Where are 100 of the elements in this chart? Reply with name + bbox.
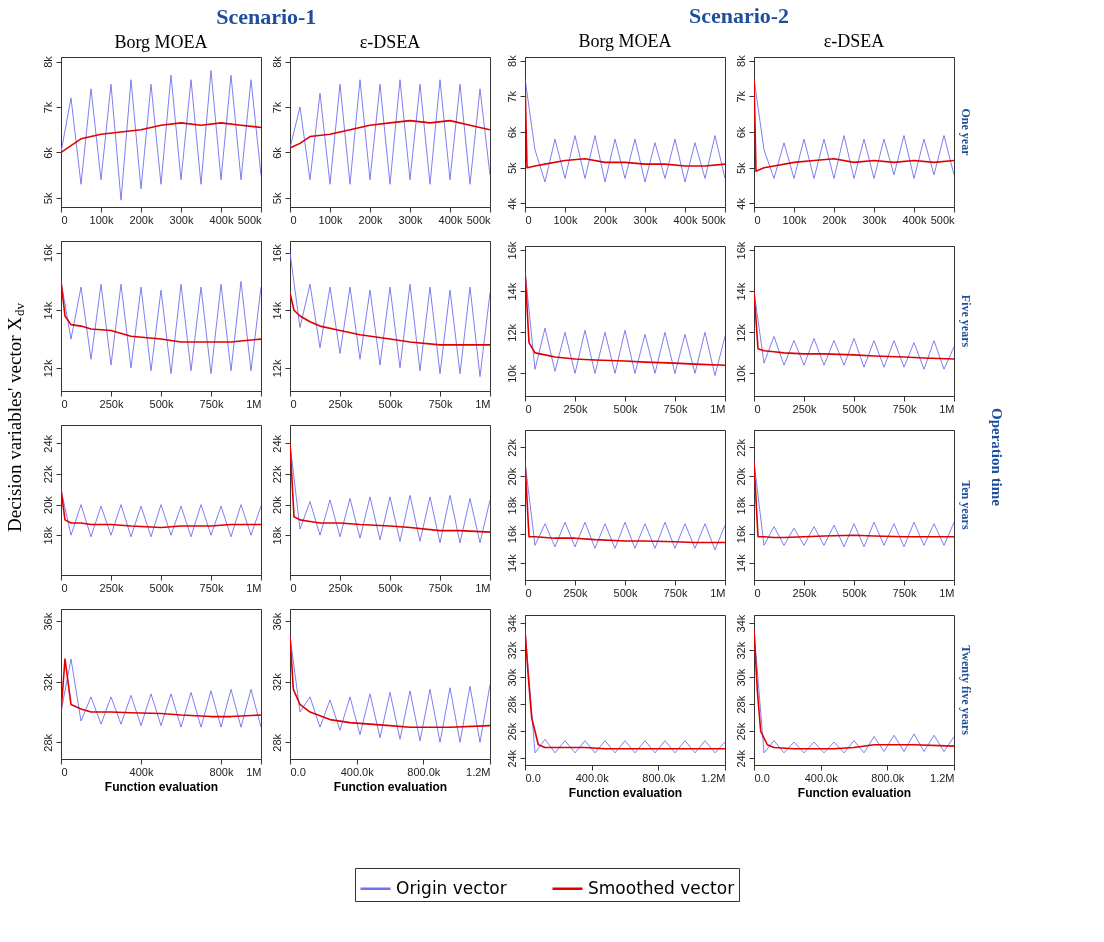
y-tick-label: 28k [41,733,54,752]
line-series [290,79,490,185]
line-series [290,252,490,378]
x-tick-label: 1.2M [466,765,491,778]
x-tick-label: 200k [129,213,154,226]
x-tick-label: 0 [290,213,297,226]
y-tick-label: 12k [505,323,518,342]
line-series [61,122,261,154]
y-tick-label: 14k [505,282,518,301]
y-tick-label: 32k [505,641,518,660]
x-tick-label: 750k [663,586,688,599]
y-tick-label: 32k [41,672,54,692]
x-tick-label: 200k [822,213,847,226]
x-tick-label: 800k [209,765,234,778]
y-tick-label: 20k [734,467,747,486]
x-tick-label: 750k [428,581,453,594]
x-tick-label: 400.0k [575,771,610,784]
y-axis-title: Decision variables' vector Xdv [4,302,27,532]
y-tick-label: 26k [734,722,747,741]
y-tick-label: 7k [505,90,518,103]
y-tick-label: 22k [270,465,283,484]
x-tick-label: 0 [290,397,297,410]
x-tick-label: 0 [754,402,761,415]
y-tick-label: 6k [270,146,283,159]
x-tick-label: 1.2M [930,771,955,784]
y-tick-label: 16k [270,243,283,262]
y-tick-label: 20k [505,467,518,486]
line-series [290,292,490,346]
y-tick-label: 36k [41,612,54,631]
x-tick-label: 100k [553,213,578,226]
x-tick-label: 500k [149,397,174,410]
x-tick-label: 100k [89,213,114,226]
x-tick-label: 0 [61,581,68,594]
y-tick-label: 30k [505,668,518,687]
x-tick-label: 0 [525,402,532,415]
x-tick-label: 500k [237,213,262,226]
text: Scenario-2 [688,3,790,29]
x-tick-label: 500k [930,213,955,226]
x-tick-label: 1M [710,586,726,599]
y-tick-label: 18k [734,496,747,515]
x-tick-label: 300k [633,213,658,226]
y-tick-label: 34k [734,614,747,633]
y-tick-label: 16k [734,524,747,544]
text: Scenario-1 [216,4,317,30]
y-tick-label: 28k [505,695,518,714]
y-tick-label: 18k [41,526,54,545]
y-tick-label: 14k [734,282,747,301]
x-tick-label: 250k [99,581,124,594]
y-tick-label: 5k [505,161,518,175]
y-tick-label: 6k [505,126,518,139]
x-tick-label: 750k [892,586,917,599]
x-tick-label: 500k [613,586,638,599]
y-tick-label: 14k [41,301,54,320]
x-tick-label: 400k [673,213,698,226]
y-tick-label: 22k [505,438,518,457]
y-tick-label: 28k [734,695,747,714]
line-series [61,70,261,201]
line-series [61,280,261,343]
line-series [61,280,261,375]
x-tick-label: 400k [209,213,234,226]
y-tick-label: 10k [734,364,747,383]
x-tick-label: 750k [199,397,224,410]
y-tick-label: 6k [41,146,54,159]
x-tick-label: 250k [99,397,124,410]
y-tick-label: 24k [734,749,747,768]
x-tick-label: 250k [792,586,817,599]
text: One year [959,108,973,157]
x-axis-title: Function evaluation [104,779,219,794]
y-tick-label: 14k [505,553,518,573]
y-tick-label: 8k [41,55,54,68]
y-tick-label: 34k [505,614,518,633]
x-tick-label: 100k [318,213,343,226]
x-tick-label: 1M [246,765,262,778]
x-tick-label: 500k [378,397,403,410]
y-tick-label: 12k [270,359,283,378]
y-tick-label: 12k [734,323,747,342]
chart-title: Borg MOEA [114,31,208,52]
y-tick-label: 10k [505,364,518,383]
y-tick-label: 7k [734,90,747,103]
chart-title: ε-DSEA [359,31,421,52]
y-tick-label: 26k [505,722,518,741]
x-tick-label: 300k [398,213,423,226]
y-tick-label: 32k [734,641,747,660]
y-tick-label: 28k [270,733,283,752]
x-tick-label: 1M [939,586,955,599]
legend-label: Smoothed vector [588,877,735,898]
x-tick-label: 750k [892,402,917,415]
x-tick-label: 100k [782,213,807,226]
line-series [290,119,490,149]
x-axis-title: Function evaluation [797,785,912,800]
x-tick-label: 1M [939,402,955,415]
y-tick-label: 18k [505,496,518,515]
x-tick-label: 0.0 [290,765,306,778]
x-tick-label: 400.0k [340,765,375,778]
x-tick-label: 500k [149,581,174,594]
x-tick-label: 400k [438,213,463,226]
x-tick-label: 0.0 [754,771,770,784]
line-series [61,488,261,529]
y-tick-label: 6k [734,126,747,139]
x-tick-label: 1M [475,581,491,594]
